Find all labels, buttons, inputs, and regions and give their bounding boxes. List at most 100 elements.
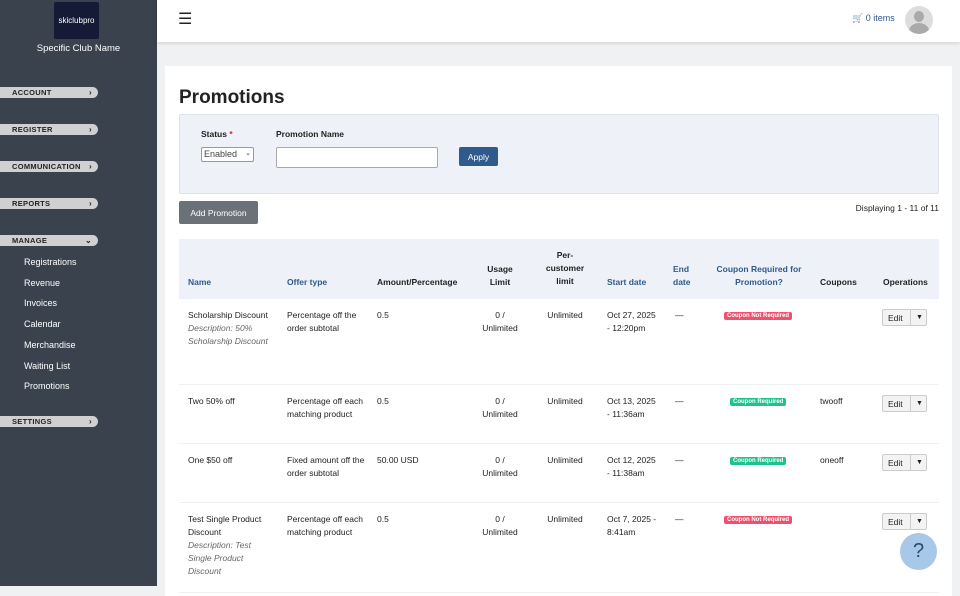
apply-button[interactable]: Apply bbox=[459, 147, 498, 166]
offer-type: Fixed amount off the order subtotal bbox=[287, 455, 365, 478]
sidebar-item-waiting-list[interactable]: Waiting List bbox=[24, 360, 71, 371]
usage-limit: 0 / Unlimited bbox=[482, 514, 518, 537]
sidebar: skiclubpro Specific Club Name ACCOUNT › RE… bbox=[0, 0, 157, 586]
sidebar-item-calendar[interactable]: Calendar bbox=[24, 319, 61, 330]
promotion-name-input[interactable] bbox=[276, 147, 438, 168]
chevron-icon: › bbox=[89, 162, 92, 171]
top-header: ☰ 🛒 0 items bbox=[157, 0, 960, 42]
displaying-count: Displaying 1 - 11 of 11 bbox=[855, 203, 939, 213]
sidebar-section-manage[interactable]: MANAGE ⌄ bbox=[0, 235, 98, 246]
filter-panel: Status * Enabled ⌄ Promotion Name Apply bbox=[179, 114, 939, 194]
end-date: — bbox=[675, 455, 684, 465]
header-per-customer: Per-customer limit bbox=[545, 250, 585, 286]
per-customer-limit: Unlimited bbox=[547, 396, 583, 406]
edit-dropdown-button[interactable]: Edit ▼ bbox=[882, 395, 927, 412]
amount: 0.5 bbox=[377, 310, 389, 320]
start-date: Oct 12, 2025 - 11:38am bbox=[607, 455, 656, 478]
amount: 50.00 USD bbox=[377, 455, 419, 465]
start-date: Oct 13, 2025 - 11:36am bbox=[607, 396, 656, 419]
sidebar-section-account[interactable]: ACCOUNT › bbox=[0, 87, 98, 98]
offer-type: Percentage off the order subtotal bbox=[287, 310, 357, 333]
edit-label[interactable]: Edit bbox=[888, 399, 903, 409]
edit-dropdown-button[interactable]: Edit ▼ bbox=[882, 513, 927, 530]
header-usage-limit: Usage Limit bbox=[487, 264, 513, 287]
per-customer-limit: Unlimited bbox=[547, 514, 583, 524]
header-name[interactable]: Name bbox=[188, 277, 212, 287]
promotion-name: Test Single Product Discount Description:… bbox=[188, 514, 262, 576]
club-name: Specific Club Name bbox=[36, 43, 121, 54]
promotions-card: Promotions Status * Enabled ⌄ Promotion N… bbox=[165, 66, 952, 596]
table-row: Two 50% off Percentage off each matching… bbox=[179, 385, 939, 444]
sidebar-section-settings[interactable]: SETTINGS › bbox=[0, 416, 98, 427]
sidebar-item-invoices[interactable]: Invoices bbox=[24, 298, 58, 309]
header-start-date[interactable]: Start date bbox=[607, 277, 647, 287]
end-date: — bbox=[675, 514, 684, 524]
cart-count: 0 items bbox=[865, 13, 895, 23]
header-end-date[interactable]: End date bbox=[673, 264, 691, 287]
sidebar-section-register[interactable]: REGISTER › bbox=[0, 124, 98, 135]
start-date: Oct 27, 2025 - 12:20pm bbox=[607, 310, 656, 333]
start-date: Oct 7, 2025 - 8:41am bbox=[607, 514, 657, 537]
header-offer-type[interactable]: Offer type bbox=[287, 277, 328, 287]
header-amount: Amount/Percentage bbox=[377, 277, 458, 287]
coupon-required-badge: Coupon Required bbox=[730, 398, 787, 406]
amount: 0.5 bbox=[377, 396, 389, 406]
offer-type: Percentage off each matching product bbox=[287, 514, 363, 537]
caret-down-icon[interactable]: ▼ bbox=[910, 455, 923, 470]
edit-label[interactable]: Edit bbox=[888, 458, 903, 468]
sidebar-section-communication[interactable]: COMMUNICATION › bbox=[0, 161, 98, 172]
help-button[interactable]: ? bbox=[900, 533, 937, 570]
header-operations: Operations bbox=[883, 277, 928, 287]
table-header: Name Offer type Amount/Percentage Usage … bbox=[179, 239, 939, 299]
sidebar-item-registrations[interactable]: Registrations bbox=[24, 257, 77, 267]
edit-dropdown-button[interactable]: Edit ▼ bbox=[882, 454, 927, 471]
table-row: Scholarship Discount Description: 50% Sch… bbox=[179, 299, 939, 385]
per-customer-limit: Unlimited bbox=[547, 310, 583, 320]
chevron-icon: › bbox=[89, 417, 92, 426]
sidebar-item-merchandise[interactable]: Merchandise bbox=[24, 339, 76, 350]
usage-limit: 0 / Unlimited bbox=[482, 396, 518, 419]
chevron-icon: ⌄ bbox=[84, 236, 92, 245]
promotion-name-label: Promotion Name bbox=[276, 129, 345, 139]
coupon-link[interactable]: twooff bbox=[820, 396, 843, 406]
offer-type: Percentage off each matching product bbox=[287, 396, 363, 419]
sidebar-item-promotions[interactable]: Promotions bbox=[24, 381, 70, 392]
coupon-required-badge: Coupon Not Required bbox=[724, 312, 792, 320]
edit-label[interactable]: Edit bbox=[888, 517, 903, 527]
add-promotion-button[interactable]: Add Promotion bbox=[179, 201, 258, 224]
edit-label[interactable]: Edit bbox=[888, 313, 903, 323]
caret-down-icon[interactable]: ▼ bbox=[910, 514, 923, 529]
header-coupon-required[interactable]: Coupon Required for Promotion? bbox=[716, 264, 802, 287]
coupon-required-badge: Coupon Not Required bbox=[724, 516, 792, 524]
sidebar-section-reports[interactable]: REPORTS › bbox=[0, 198, 98, 209]
table-row: One $50 off Fixed amount off the order s… bbox=[179, 444, 939, 503]
promotion-name: One $50 off bbox=[188, 455, 233, 465]
per-customer-limit: Unlimited bbox=[547, 455, 583, 465]
edit-dropdown-button[interactable]: Edit ▼ bbox=[882, 309, 927, 326]
coupon-link[interactable]: oneoff bbox=[820, 455, 844, 465]
end-date: — bbox=[675, 396, 684, 406]
amount: 0.5 bbox=[377, 514, 389, 524]
end-date: — bbox=[675, 310, 684, 320]
status-label: Status * bbox=[201, 129, 233, 139]
promotion-name: Two 50% off bbox=[188, 396, 235, 406]
coupon-required-badge: Coupon Required bbox=[730, 457, 787, 465]
promotion-name: Scholarship Discount Description: 50% Sch… bbox=[188, 310, 268, 346]
chevron-icon: › bbox=[89, 199, 92, 208]
table-row: Test Single Product Discount Description:… bbox=[179, 503, 939, 593]
status-select[interactable]: Enabled ⌄ bbox=[201, 147, 254, 162]
caret-down-icon[interactable]: ▼ bbox=[910, 396, 923, 411]
page-title: Promotions bbox=[179, 87, 285, 108]
cart-link[interactable]: 🛒 0 items bbox=[852, 13, 895, 24]
caret-down-icon[interactable]: ▼ bbox=[910, 310, 923, 325]
header-coupons: Coupons bbox=[820, 277, 857, 287]
sidebar-item-revenue[interactable]: Revenue bbox=[24, 277, 61, 288]
club-logo[interactable]: skiclubpro bbox=[54, 2, 99, 39]
chevron-icon: › bbox=[89, 88, 92, 97]
user-avatar[interactable] bbox=[905, 6, 933, 34]
cart-icon: 🛒 bbox=[852, 13, 864, 23]
usage-limit: 0 / Unlimited bbox=[482, 310, 518, 333]
chevron-icon: › bbox=[89, 125, 92, 134]
usage-limit: 0 / Unlimited bbox=[482, 455, 518, 478]
hamburger-menu-icon[interactable]: ☰ bbox=[178, 11, 193, 28]
